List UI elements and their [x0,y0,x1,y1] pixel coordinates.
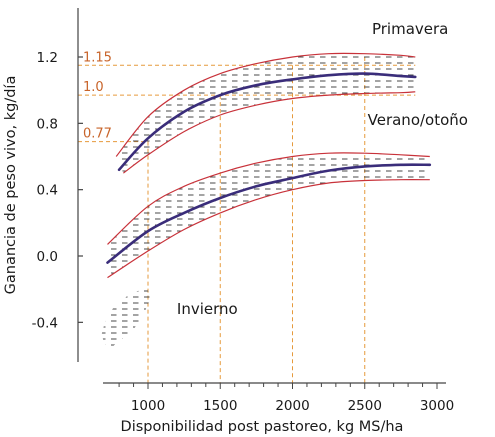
y-tick-label-4: 1.2 [37,50,58,66]
verano-otono-label: Verano/otoño [368,111,468,129]
verano-otono-mean-line [106,163,432,264]
verano-otono-lower-line [107,179,430,279]
x-tick-label-4: 3000 [420,398,454,414]
x-tick-label-0: 1000 [131,398,165,414]
primavera-lower-line [123,91,416,174]
x-tick-label-2: 2000 [275,398,309,414]
primavera-label: Primavera [372,20,448,38]
reference-label-0: 1.15 [83,50,112,65]
labels: 1.15 1.0 0.77 Primavera Verano/otoño Invierno… [3,20,468,435]
verano-otono-band [107,152,430,278]
primavera-upper-line [115,52,416,157]
primavera-mean-line [117,72,417,172]
bands [101,52,432,348]
primavera-band [116,53,416,174]
invierno-region [101,289,151,348]
x-axis-title: Disponibilidad post pastoreo, kg MS/ha [121,419,404,435]
invierno-label: Invierno [177,300,238,318]
y-tick-label-3: 0.8 [37,116,58,132]
y-axis-title: Ganancia de peso vivo, kg/día [3,76,19,295]
axes [77,8,446,389]
y-tick-label-0: -0.4 [32,315,58,331]
verano-otono-upper-line [107,152,430,245]
reference-label-2: 0.77 [83,127,112,142]
x-tick-label-1: 1500 [203,398,237,414]
y-tick-label-2: 0.4 [37,183,58,199]
reference-label-1: 1.0 [83,80,104,95]
x-tick-label-3: 2500 [348,398,382,414]
y-tick-label-1: 0.0 [37,249,58,265]
